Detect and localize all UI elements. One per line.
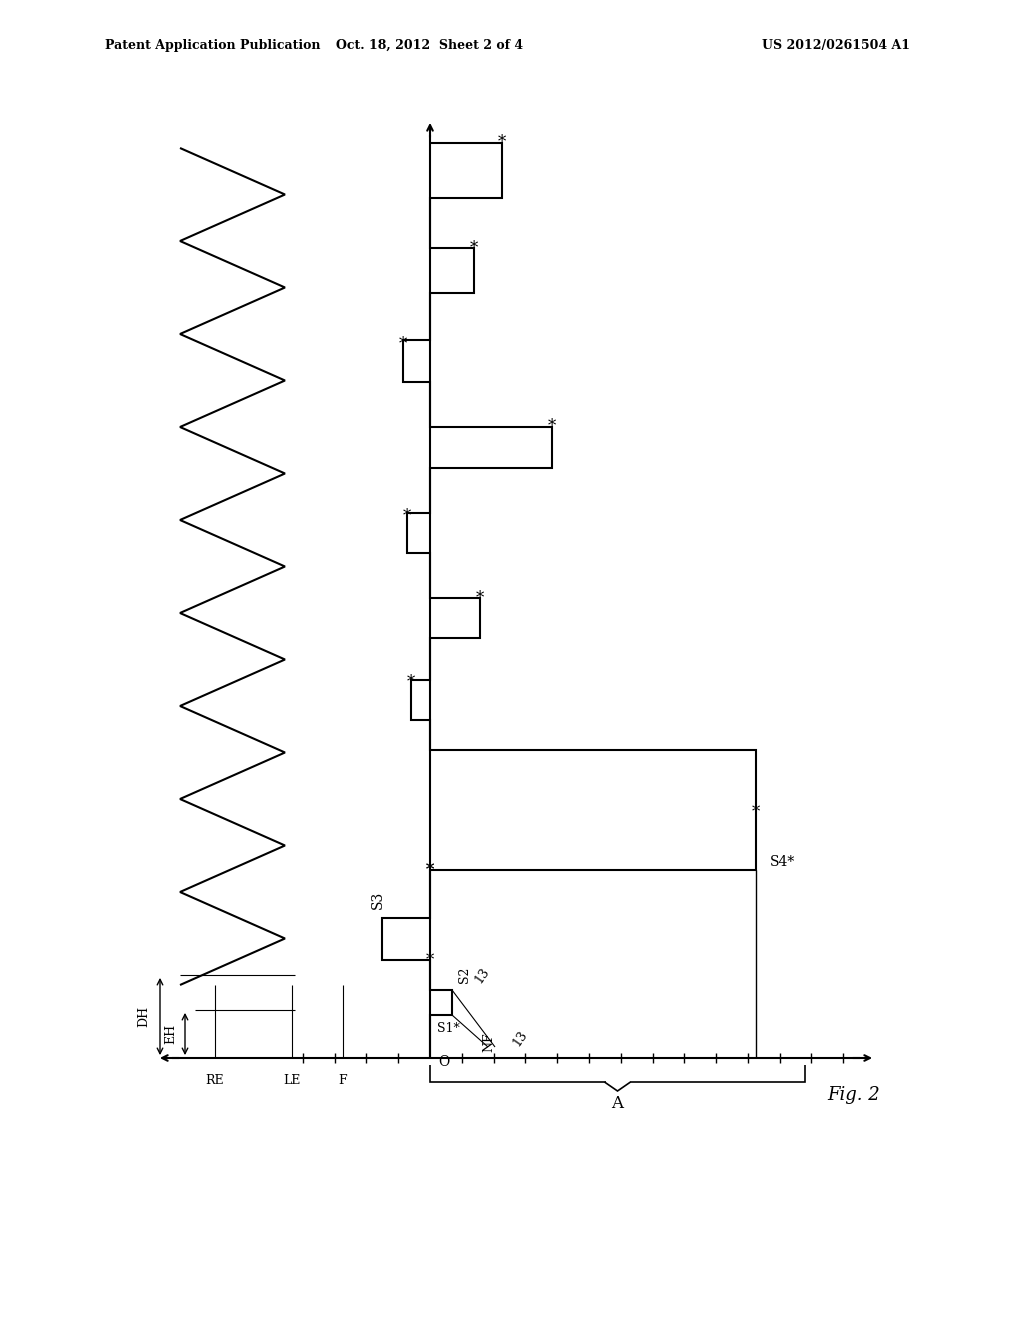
Text: DH: DH — [137, 1006, 150, 1027]
Text: *: * — [402, 508, 411, 525]
Text: EH: EH — [164, 1024, 177, 1044]
Text: Fig. 2: Fig. 2 — [827, 1086, 880, 1104]
Text: S1*: S1* — [437, 1022, 460, 1035]
Text: Oct. 18, 2012  Sheet 2 of 4: Oct. 18, 2012 Sheet 2 of 4 — [337, 38, 523, 51]
Text: *: * — [498, 135, 506, 152]
Text: O: O — [438, 1055, 450, 1069]
Text: 13: 13 — [472, 965, 492, 985]
Text: S4*: S4* — [770, 855, 796, 869]
Text: *: * — [399, 337, 408, 354]
Text: S3: S3 — [371, 891, 385, 909]
Text: *: * — [426, 862, 434, 879]
Text: *: * — [407, 673, 415, 690]
Text: *: * — [426, 952, 434, 969]
Text: *: * — [476, 590, 484, 606]
Text: 13: 13 — [510, 1028, 529, 1048]
Text: NF: NF — [482, 1032, 495, 1052]
Text: Patent Application Publication: Patent Application Publication — [105, 38, 321, 51]
Text: *: * — [470, 239, 478, 256]
Text: S2: S2 — [458, 966, 471, 983]
Text: RE: RE — [206, 1073, 224, 1086]
Text: *: * — [752, 804, 760, 821]
Text: *: * — [548, 418, 556, 436]
Text: US 2012/0261504 A1: US 2012/0261504 A1 — [762, 38, 910, 51]
Text: *: * — [426, 862, 434, 879]
Text: A: A — [611, 1096, 624, 1113]
Text: LE: LE — [284, 1073, 301, 1086]
Text: F: F — [339, 1073, 347, 1086]
